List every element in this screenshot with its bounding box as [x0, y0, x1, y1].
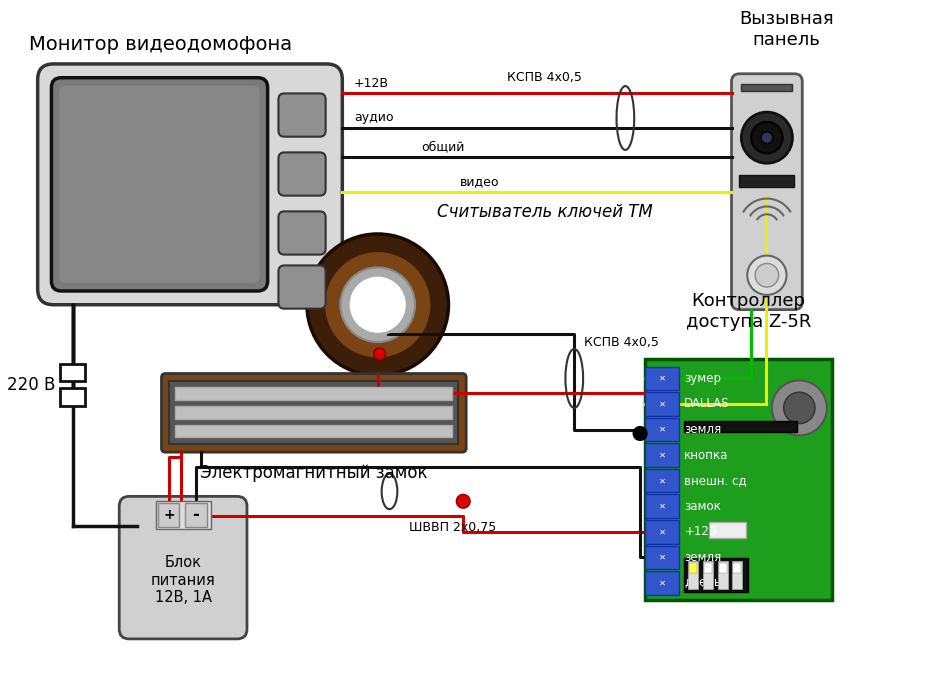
- Text: DALLAS: DALLAS: [684, 397, 730, 410]
- Bar: [684, 421, 798, 432]
- Text: +: +: [163, 508, 175, 522]
- Circle shape: [784, 393, 816, 423]
- Text: ШВВП 2х0,75: ШВВП 2х0,75: [409, 521, 497, 534]
- Text: ✕: ✕: [659, 476, 665, 485]
- Bar: [704, 563, 712, 573]
- Text: КСПВ 4х0,5: КСПВ 4х0,5: [584, 336, 659, 349]
- Circle shape: [761, 132, 773, 144]
- Bar: [739, 175, 794, 187]
- Text: дверь: дверь: [684, 576, 721, 589]
- FancyBboxPatch shape: [279, 152, 325, 196]
- Bar: [645, 545, 679, 569]
- Circle shape: [633, 427, 647, 440]
- Text: ✕: ✕: [659, 399, 665, 408]
- Bar: [158, 503, 179, 527]
- Text: -: -: [192, 506, 199, 524]
- Bar: [688, 561, 698, 588]
- FancyBboxPatch shape: [60, 86, 260, 283]
- Bar: [645, 366, 679, 390]
- Text: общий: общий: [421, 140, 464, 153]
- Text: ✕: ✕: [659, 425, 665, 434]
- Bar: [61, 388, 85, 406]
- Text: +12В: +12В: [684, 525, 718, 538]
- Bar: [185, 503, 207, 527]
- FancyBboxPatch shape: [161, 373, 466, 452]
- Text: ✕: ✕: [659, 553, 665, 562]
- Text: Блок
питания
12В, 1А: Блок питания 12В, 1А: [151, 556, 215, 605]
- Text: Вызывная
панель: Вызывная панель: [739, 10, 834, 49]
- FancyBboxPatch shape: [279, 212, 325, 255]
- Text: внешн. сд: внешн. сд: [684, 474, 747, 487]
- Bar: [645, 443, 679, 467]
- Text: КСПВ 4х0,5: КСПВ 4х0,5: [507, 71, 582, 84]
- Bar: [645, 520, 679, 544]
- Bar: [170, 382, 459, 445]
- Bar: [718, 561, 728, 588]
- Text: зумер: зумер: [684, 372, 721, 385]
- Circle shape: [755, 264, 778, 287]
- Circle shape: [340, 267, 415, 342]
- Bar: [703, 561, 713, 588]
- Bar: [733, 561, 742, 588]
- Text: Электромагнитный замок: Электромагнитный замок: [200, 464, 428, 482]
- Bar: [733, 563, 741, 573]
- Circle shape: [457, 495, 470, 508]
- Bar: [61, 364, 85, 382]
- FancyBboxPatch shape: [279, 93, 325, 137]
- Circle shape: [374, 348, 386, 360]
- Text: земля: земля: [684, 423, 721, 436]
- Text: ✕: ✕: [659, 527, 665, 536]
- Bar: [645, 571, 679, 595]
- Circle shape: [349, 275, 407, 334]
- Circle shape: [741, 112, 792, 163]
- Text: ✕: ✕: [659, 374, 665, 383]
- Circle shape: [772, 380, 827, 436]
- Text: Контроллер
доступа Z-5R: Контроллер доступа Z-5R: [686, 292, 811, 332]
- FancyBboxPatch shape: [51, 77, 267, 291]
- Text: ✕: ✕: [659, 578, 665, 587]
- Bar: [175, 387, 452, 400]
- Bar: [719, 563, 727, 573]
- Bar: [690, 563, 697, 573]
- Bar: [645, 495, 679, 518]
- Text: земля: земля: [684, 551, 721, 564]
- FancyBboxPatch shape: [119, 497, 247, 639]
- Bar: [709, 522, 747, 538]
- Text: +12В: +12В: [354, 77, 390, 90]
- Circle shape: [307, 234, 448, 375]
- Circle shape: [323, 251, 432, 359]
- Bar: [175, 406, 452, 419]
- FancyBboxPatch shape: [732, 74, 802, 310]
- Bar: [684, 558, 748, 592]
- Text: 220 В: 220 В: [7, 376, 55, 395]
- FancyBboxPatch shape: [279, 265, 325, 309]
- Text: ✕: ✕: [659, 451, 665, 460]
- Text: Монитор видеодомофона: Монитор видеодомофона: [29, 35, 292, 54]
- Circle shape: [751, 122, 783, 153]
- FancyBboxPatch shape: [37, 64, 342, 305]
- Circle shape: [747, 256, 787, 295]
- Bar: [175, 425, 452, 438]
- Bar: [645, 393, 679, 416]
- Bar: [645, 469, 679, 493]
- Bar: [741, 84, 792, 92]
- Bar: [156, 501, 211, 529]
- Text: видео: видео: [460, 175, 500, 188]
- Text: ✕: ✕: [659, 501, 665, 511]
- Bar: [645, 418, 679, 441]
- Circle shape: [349, 275, 407, 334]
- Text: кнопка: кнопка: [684, 449, 729, 462]
- Text: замок: замок: [684, 499, 721, 512]
- Text: Считыватель ключей ТМ: Считыватель ключей ТМ: [437, 203, 652, 221]
- Bar: [645, 359, 831, 599]
- Text: аудио: аудио: [354, 111, 393, 124]
